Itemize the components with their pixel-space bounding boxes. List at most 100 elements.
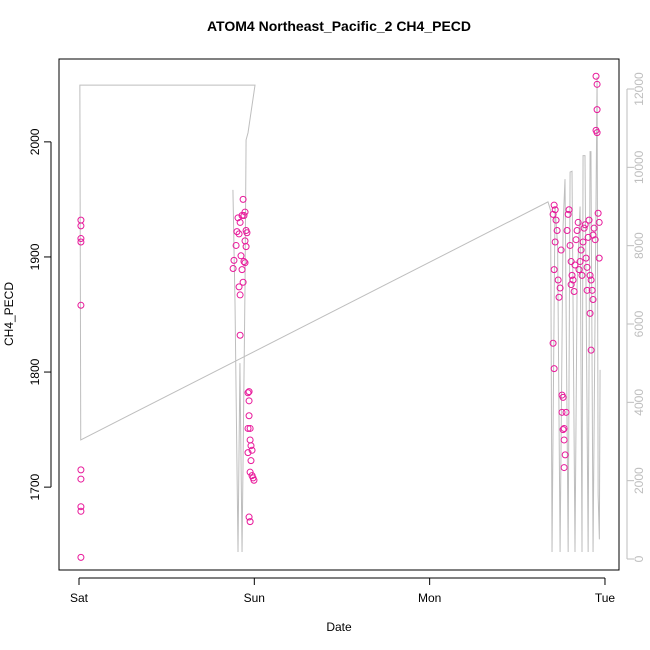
point [77, 507, 85, 515]
point [560, 436, 568, 444]
point [246, 436, 254, 444]
point [593, 106, 601, 114]
point [588, 286, 596, 294]
point [560, 424, 568, 432]
y2-tick-label: 2000 [632, 467, 646, 494]
point [236, 291, 244, 299]
point [589, 296, 597, 304]
point [572, 236, 580, 244]
point [565, 206, 573, 214]
point [554, 276, 562, 284]
point [246, 424, 254, 432]
point [230, 256, 238, 264]
point [239, 278, 247, 286]
point [247, 457, 255, 465]
point [563, 226, 571, 234]
point [553, 226, 561, 234]
point [238, 266, 246, 274]
point [555, 293, 563, 301]
point [243, 229, 251, 237]
point [236, 218, 244, 226]
point [551, 206, 559, 214]
point [77, 503, 85, 511]
point [559, 426, 567, 434]
x-tick-label: Tue [595, 591, 616, 605]
point [77, 216, 85, 224]
point [246, 518, 254, 526]
point [229, 264, 237, 272]
point [561, 451, 569, 459]
point [593, 129, 601, 137]
point [240, 258, 248, 266]
point [550, 365, 558, 373]
y2-tick-label: 0 [632, 555, 646, 562]
point [77, 301, 85, 309]
point [557, 246, 565, 254]
y2-tick-label: 10000 [632, 150, 646, 184]
point [550, 201, 558, 209]
point [244, 449, 252, 457]
point [235, 230, 243, 238]
y2-tick-label: 12000 [632, 72, 646, 106]
y2-tick-label: 4000 [632, 389, 646, 416]
point [244, 424, 252, 432]
point [77, 238, 85, 246]
point [245, 388, 253, 396]
point [245, 397, 253, 405]
point [248, 446, 256, 454]
point [594, 209, 602, 217]
point [551, 238, 559, 246]
y-tick-label: 1900 [28, 243, 42, 270]
point [593, 80, 601, 88]
y-tick-label: 1800 [28, 358, 42, 385]
y2-tick-label: 6000 [632, 310, 646, 337]
point [570, 287, 578, 295]
plot-box [58, 58, 620, 571]
point [236, 331, 244, 339]
point [587, 276, 595, 284]
x-tick-label: Sat [70, 591, 89, 605]
point [586, 309, 594, 317]
point [556, 284, 564, 292]
altitude-line [79, 76, 601, 552]
point [77, 222, 85, 230]
y-tick-label: 2000 [28, 128, 42, 155]
point [595, 254, 603, 262]
point [592, 72, 600, 80]
point [559, 393, 567, 401]
point [233, 228, 241, 236]
point [586, 271, 594, 279]
point [245, 513, 253, 521]
chart-title: ATOM4 Northeast_Pacific_2 CH4_PECD [207, 18, 471, 34]
point [241, 208, 249, 216]
point [240, 212, 248, 220]
point [576, 258, 584, 266]
point [244, 389, 252, 397]
point [552, 216, 560, 224]
point [237, 252, 245, 260]
point [562, 408, 570, 416]
point [239, 195, 247, 203]
point [574, 218, 582, 226]
point [585, 216, 593, 224]
point [242, 243, 250, 251]
point [587, 346, 595, 354]
point [558, 408, 566, 416]
point [564, 210, 572, 218]
x-tick-label: Sun [244, 591, 265, 605]
point [77, 553, 85, 561]
point [232, 241, 240, 249]
point [550, 266, 558, 274]
point [566, 241, 574, 249]
point [579, 238, 587, 246]
point [247, 442, 255, 450]
point [580, 224, 588, 232]
point [575, 266, 583, 274]
point [578, 271, 586, 279]
point [77, 235, 85, 243]
point [581, 221, 589, 229]
point [77, 466, 85, 474]
point [235, 283, 243, 291]
point [245, 412, 253, 420]
point [569, 276, 577, 284]
